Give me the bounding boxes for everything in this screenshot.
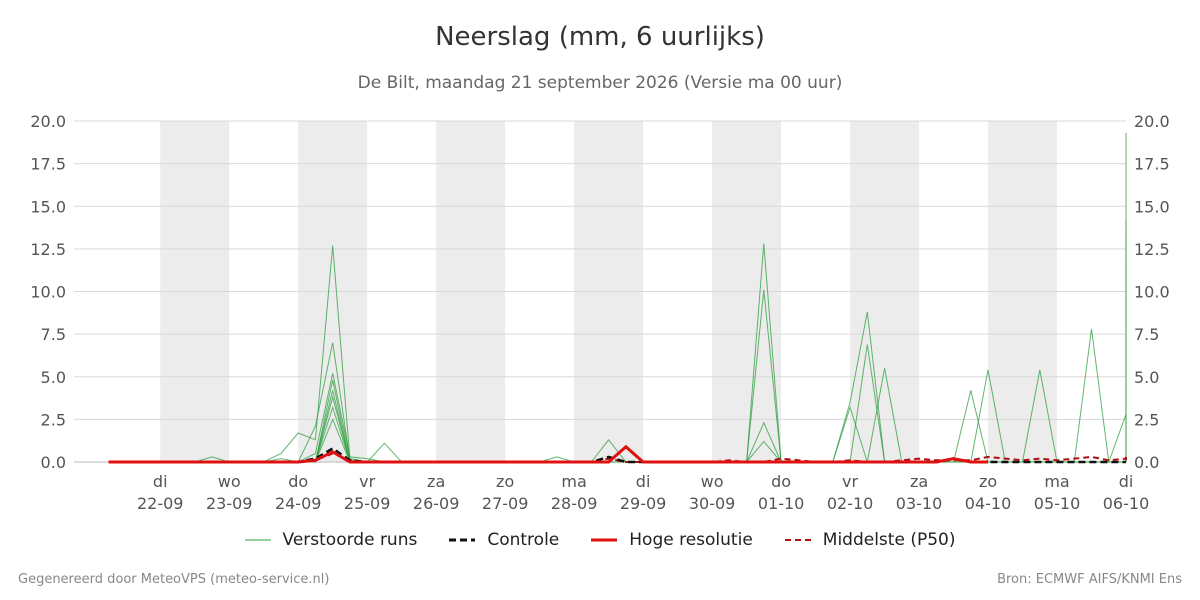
y-tick-label-left: 0.0 [41, 453, 66, 472]
x-tick-date: 29-09 [620, 494, 667, 513]
footer-generator: Gegenereerd door MeteoVPS (meteo-service… [18, 572, 330, 587]
x-tick-day: do [288, 472, 308, 491]
x-tick-day: wo [218, 472, 241, 491]
x-tick-date: 26-09 [413, 494, 460, 513]
x-tick-day: zo [496, 472, 514, 491]
y-tick-label-left: 17.5 [30, 155, 66, 174]
x-tick-date: 06-10 [1103, 494, 1150, 513]
x-tick-date: 04-10 [965, 494, 1012, 513]
x-tick-date: 22-09 [137, 494, 184, 513]
y-tick-label-left: 10.0 [30, 283, 66, 302]
y-tick-label-left: 20.0 [30, 112, 66, 131]
x-tick-day: wo [701, 472, 724, 491]
y-tick-label-right: 15.0 [1134, 197, 1170, 216]
y-tick-label-left: 5.0 [41, 368, 66, 387]
chart-subtitle: De Bilt, maandag 21 september 2026 (Vers… [357, 73, 843, 93]
legend-label-perturbed: Verstoorde runs [282, 530, 418, 550]
x-tick-day: ma [561, 472, 586, 491]
x-tick-day: ma [1044, 472, 1069, 491]
chart-title: Neerslag (mm, 6 uurlijks) [435, 22, 765, 52]
x-tick-day: di [1119, 472, 1134, 491]
chart-legend: Verstoorde runs Controle Hoge resolutie … [0, 530, 1200, 550]
legend-swatch-perturbed [244, 539, 271, 541]
x-tick-date: 03-10 [896, 494, 943, 513]
x-tick-day: di [636, 472, 651, 491]
legend-item-median: Middelste (P50) [784, 530, 956, 550]
y-tick-label-right: 2.5 [1134, 410, 1159, 429]
legend-swatch-hires [591, 538, 618, 542]
y-tick-label-left: 2.5 [41, 410, 66, 429]
x-tick-day: di [153, 472, 168, 491]
x-tick-day: za [427, 472, 445, 491]
x-tick-date: 01-10 [758, 494, 805, 513]
x-tick-date: 24-09 [275, 494, 322, 513]
legend-item-control: Controle [449, 530, 559, 550]
y-tick-label-left: 15.0 [30, 197, 66, 216]
y-tick-label-right: 17.5 [1134, 155, 1170, 174]
series-line-hoge-resolutie [108, 444, 988, 464]
y-tick-label-right: 5.0 [1134, 368, 1159, 387]
y-tick-label-left: 12.5 [30, 240, 66, 259]
legend-label-median: Middelste (P50) [822, 530, 956, 550]
y-tick-label-left: 7.5 [41, 325, 66, 344]
y-tick-label-right: 7.5 [1134, 325, 1159, 344]
x-tick-date: 30-09 [689, 494, 736, 513]
x-tick-day: vr [842, 472, 858, 491]
legend-item-perturbed: Verstoorde runs [244, 530, 418, 550]
x-tick-date: 27-09 [482, 494, 529, 513]
footer-source: Bron: ECMWF AIFS/KNMI Ens [997, 572, 1182, 587]
x-tick-date: 23-09 [206, 494, 253, 513]
legend-swatch-control [449, 538, 476, 542]
legend-item-hires: Hoge resolutie [591, 530, 753, 550]
x-tick-day: za [910, 472, 928, 491]
y-tick-label-right: 20.0 [1134, 112, 1170, 131]
x-tick-day: do [771, 472, 791, 491]
x-tick-date: 28-09 [551, 494, 598, 513]
y-tick-label-right: 12.5 [1134, 240, 1170, 259]
y-tick-label-right: 0.0 [1134, 453, 1159, 472]
x-tick-date: 05-10 [1034, 494, 1081, 513]
legend-label-control: Controle [487, 530, 560, 550]
x-tick-day: zo [979, 472, 997, 491]
x-tick-day: vr [359, 472, 375, 491]
x-tick-date: 25-09 [344, 494, 391, 513]
legend-swatch-median [784, 539, 811, 541]
x-tick-date: 02-10 [827, 494, 874, 513]
y-tick-label-right: 10.0 [1134, 283, 1170, 302]
legend-label-hires: Hoge resolutie [629, 530, 753, 550]
